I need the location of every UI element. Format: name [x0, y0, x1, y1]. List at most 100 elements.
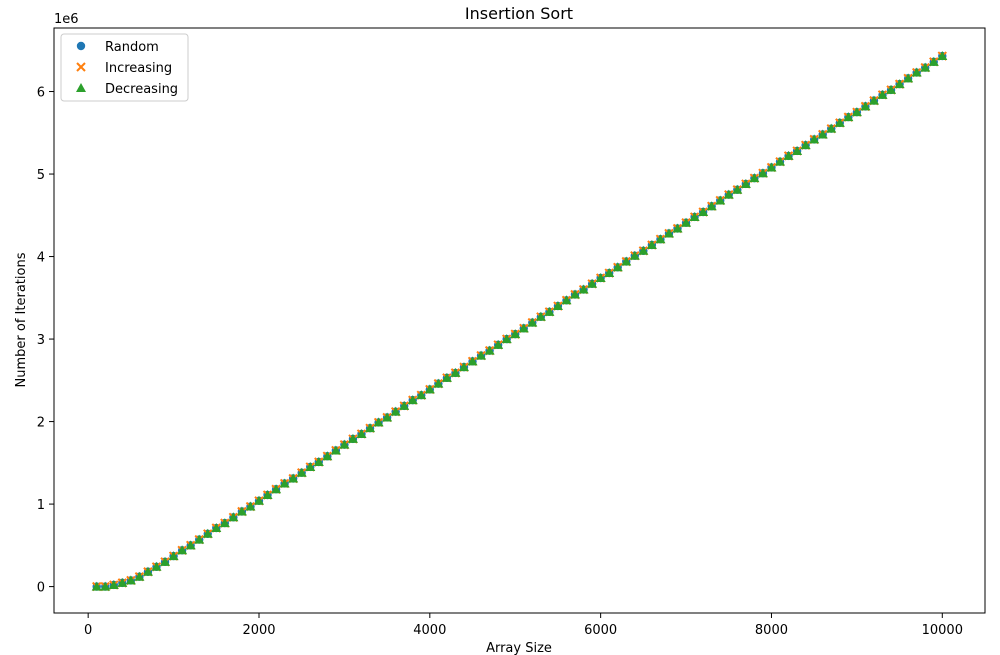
data-point-decreasing — [296, 467, 307, 477]
data-point-decreasing — [800, 140, 811, 150]
data-point-decreasing — [920, 62, 931, 72]
data-point-decreasing — [868, 95, 879, 105]
data-point-decreasing — [911, 67, 922, 77]
data-point-decreasing — [826, 123, 837, 133]
data-point-decreasing — [399, 400, 410, 410]
data-point-decreasing — [621, 256, 632, 266]
data-point-decreasing — [612, 262, 623, 272]
y-tick-label: 5 — [37, 168, 45, 183]
data-point-decreasing — [561, 295, 572, 305]
data-point-decreasing — [544, 306, 555, 316]
data-point-decreasing — [860, 101, 871, 111]
y-tick-label: 2 — [37, 416, 45, 431]
legend-item-decreasing: Decreasing — [76, 82, 178, 97]
data-point-decreasing — [809, 134, 820, 144]
y-tick-label: 6 — [37, 86, 45, 101]
data-point-decreasing — [501, 334, 512, 344]
series-random — [92, 51, 947, 591]
data-point-decreasing — [527, 317, 538, 327]
data-point-decreasing — [681, 217, 692, 227]
data-point-decreasing — [108, 579, 119, 589]
data-point-decreasing — [117, 577, 128, 587]
data-point-decreasing — [510, 329, 521, 339]
data-point-decreasing — [672, 223, 683, 233]
data-point-decreasing — [236, 506, 247, 516]
data-point-decreasing — [740, 178, 751, 188]
data-point-decreasing — [886, 84, 897, 94]
data-point-decreasing — [698, 206, 709, 216]
data-point-decreasing — [937, 51, 948, 61]
data-point-decreasing — [253, 495, 264, 505]
legend-label: Decreasing — [105, 82, 178, 97]
data-point-decreasing — [552, 301, 563, 311]
x-tick-label: 8000 — [755, 623, 788, 638]
legend-box — [60, 33, 189, 102]
y-axis-scale-label: 1e6 — [54, 12, 79, 27]
data-point-decreasing — [894, 79, 905, 89]
data-point-decreasing — [91, 581, 102, 591]
data-point-decreasing — [279, 478, 290, 488]
data-point-decreasing — [783, 150, 794, 160]
y-axis-label: Number of Iterations — [14, 252, 29, 387]
data-point-decreasing — [288, 473, 299, 483]
data-point-decreasing — [262, 490, 273, 500]
x-tick-label: 0 — [84, 623, 92, 638]
legend-items: Random Increasing Decreasing — [76, 40, 178, 97]
data-point-decreasing — [689, 211, 700, 221]
data-point-decreasing — [458, 362, 469, 372]
data-point-decreasing — [578, 284, 589, 294]
data-point-decreasing — [441, 372, 452, 382]
data-point-decreasing — [928, 56, 939, 66]
data-point-decreasing — [570, 289, 581, 299]
legend-item-increasing: Increasing — [76, 61, 172, 76]
legend-marker-increasing-stroke — [76, 62, 86, 72]
data-point-decreasing — [851, 107, 862, 117]
data-point-decreasing — [142, 566, 153, 576]
x-tick-label: 6000 — [584, 623, 617, 638]
data-point-decreasing — [646, 240, 657, 250]
data-point-decreasing — [322, 451, 333, 461]
data-point-decreasing — [476, 350, 487, 360]
data-point-decreasing — [365, 423, 376, 433]
legend-item-random: Random — [76, 40, 159, 55]
data-point-decreasing — [535, 311, 546, 321]
data-point-decreasing — [518, 323, 529, 333]
data-point-decreasing — [663, 228, 674, 238]
data-point-decreasing — [595, 273, 606, 283]
data-point-decreasing — [339, 439, 350, 449]
data-point-decreasing — [347, 433, 358, 443]
y-tick-label: 3 — [37, 333, 45, 348]
x-tick-label: 2000 — [242, 623, 275, 638]
x-tick-label: 10000 — [922, 623, 963, 638]
data-point-decreasing — [493, 339, 504, 349]
legend-marker-increasing — [76, 62, 86, 72]
data-point-decreasing — [245, 501, 256, 511]
data-point-decreasing — [373, 417, 384, 427]
x-axis-label: Array Size — [486, 641, 552, 655]
x-tick-label: 4000 — [413, 623, 446, 638]
data-point-decreasing — [834, 117, 845, 127]
x-axis-ticks: 0 2000 4000 6000 8000 10000 — [84, 613, 963, 638]
data-point-decreasing — [151, 561, 162, 571]
data-point-decreasing — [194, 534, 205, 544]
legend-marker-decreasing — [76, 83, 86, 92]
y-tick-label: 4 — [37, 251, 45, 266]
data-point-decreasing — [177, 545, 188, 555]
data-point-decreasing — [100, 581, 111, 591]
data-point-decreasing — [775, 156, 786, 166]
data-point-decreasing — [766, 162, 777, 172]
series-increasing — [91, 51, 948, 592]
data-point-decreasing — [638, 245, 649, 255]
data-point-decreasing — [629, 250, 640, 260]
data-point-decreasing — [604, 268, 615, 278]
legend: Random Increasing Decreasing — [60, 33, 189, 102]
legend-label: Random — [105, 40, 159, 55]
data-point-decreasing — [433, 378, 444, 388]
data-point-decreasing — [271, 484, 282, 494]
data-point-decreasing — [134, 571, 145, 581]
data-point-decreasing — [877, 89, 888, 99]
chart-title: Insertion Sort — [465, 4, 573, 23]
data-point-decreasing — [903, 73, 914, 83]
plot-frame — [53, 27, 986, 614]
